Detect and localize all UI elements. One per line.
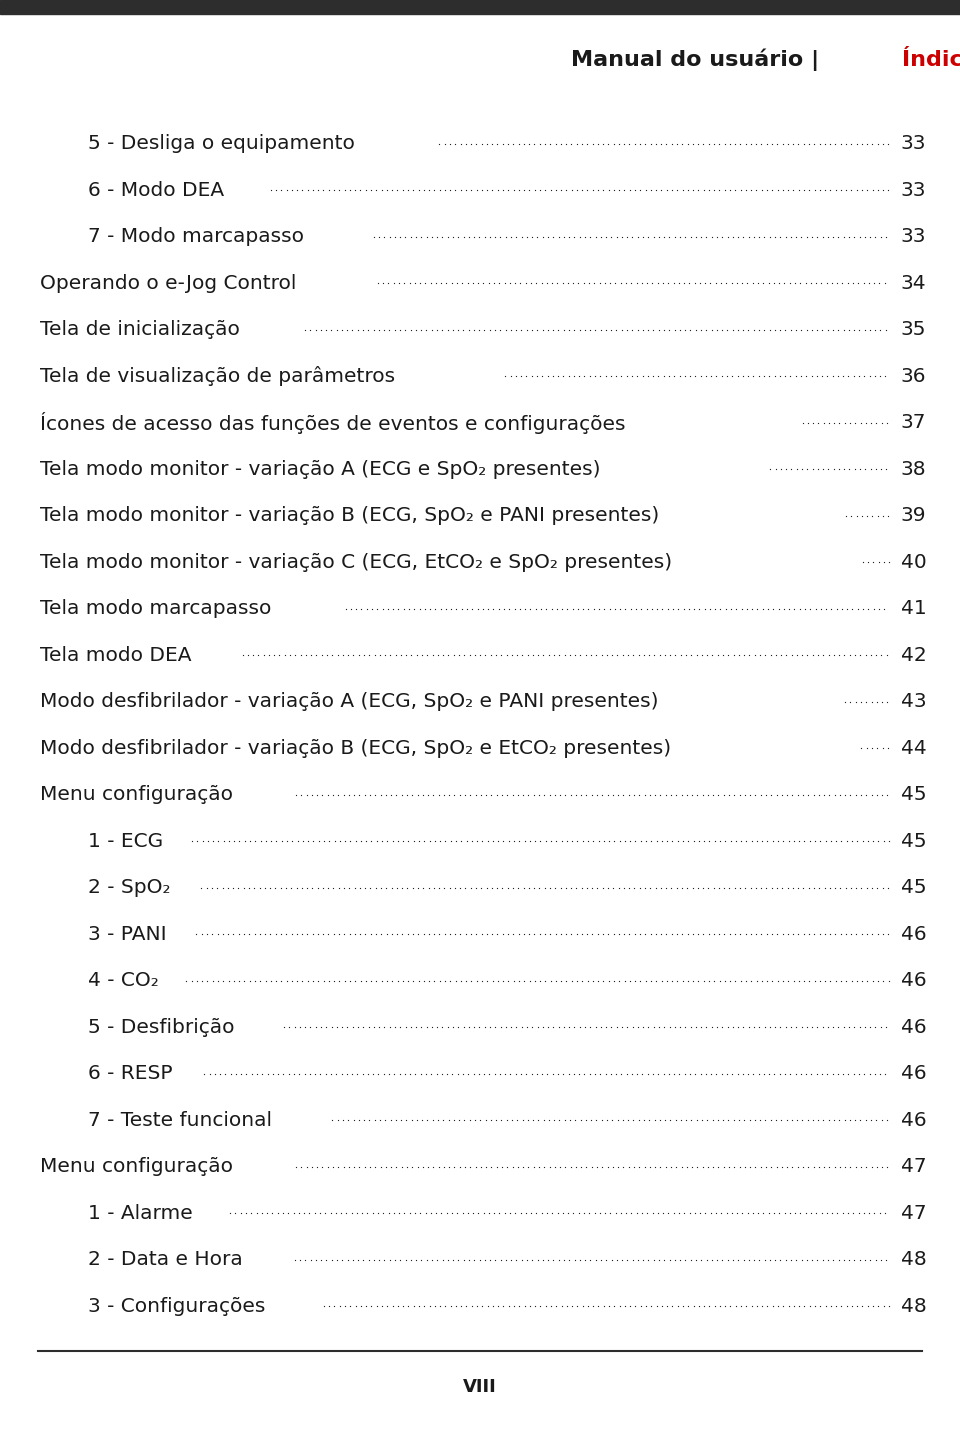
Text: Menu configuração: Menu configuração	[40, 786, 233, 804]
Text: 44: 44	[900, 739, 926, 757]
Text: 46: 46	[900, 925, 926, 944]
Text: Modo desfibrilador - variação A (ECG, SpO₂ e PANI presentes): Modo desfibrilador - variação A (ECG, Sp…	[40, 693, 659, 711]
Text: 46: 46	[900, 971, 926, 989]
Text: 45: 45	[900, 878, 926, 898]
Text: 34: 34	[900, 274, 926, 293]
Text: 46: 46	[900, 1110, 926, 1130]
Text: 48: 48	[900, 1296, 926, 1315]
Text: Tela de visualização de parâmetros: Tela de visualização de parâmetros	[40, 366, 396, 386]
Text: Tela modo marcapasso: Tela modo marcapasso	[40, 599, 272, 618]
Text: 46: 46	[900, 1064, 926, 1083]
Text: 48: 48	[900, 1250, 926, 1269]
Text: Índice: Índice	[901, 50, 960, 70]
Text: 1 - ECG: 1 - ECG	[88, 832, 163, 850]
Text: 35: 35	[900, 320, 926, 340]
Text: 5 - Desfibrição: 5 - Desfibrição	[88, 1018, 235, 1037]
Text: 5 - Desliga o equipamento: 5 - Desliga o equipamento	[88, 135, 355, 153]
Text: Tela modo monitor - variação A (ECG e SpO₂ presentes): Tela modo monitor - variação A (ECG e Sp…	[40, 460, 601, 479]
Text: Modo desfibrilador - variação B (ECG, SpO₂ e EtCO₂ presentes): Modo desfibrilador - variação B (ECG, Sp…	[40, 739, 671, 757]
Text: 4 - CO₂: 4 - CO₂	[88, 971, 159, 989]
Text: 1 - Alarme: 1 - Alarme	[88, 1203, 193, 1223]
Text: VIII: VIII	[463, 1378, 497, 1395]
Text: 6 - Modo DEA: 6 - Modo DEA	[88, 181, 225, 199]
Text: 47: 47	[900, 1203, 926, 1223]
Text: Tela modo monitor - variação B (ECG, SpO₂ e PANI presentes): Tela modo monitor - variação B (ECG, SpO…	[40, 506, 660, 525]
Text: 33: 33	[900, 227, 926, 247]
Text: Manual do usuário |: Manual do usuário |	[571, 49, 828, 72]
Text: 36: 36	[900, 367, 926, 386]
Text: 41: 41	[900, 599, 926, 618]
Text: Ícones de acesso das funções de eventos e configurações: Ícones de acesso das funções de eventos …	[40, 412, 626, 433]
Text: 43: 43	[900, 693, 926, 711]
Text: Tela de inicialização: Tela de inicialização	[40, 320, 240, 340]
Text: 2 - Data e Hora: 2 - Data e Hora	[88, 1250, 243, 1269]
Text: 47: 47	[900, 1157, 926, 1176]
Text: 42: 42	[900, 645, 926, 664]
Text: 33: 33	[900, 181, 926, 199]
Text: 45: 45	[900, 786, 926, 804]
Text: 46: 46	[900, 1018, 926, 1037]
Bar	[0, 0, 960, 14]
Text: 7 - Modo marcapasso: 7 - Modo marcapasso	[88, 227, 304, 247]
Text: 6 - RESP: 6 - RESP	[88, 1064, 173, 1083]
Text: 39: 39	[900, 506, 926, 525]
Text: 38: 38	[900, 460, 926, 479]
Text: Menu configuração: Menu configuração	[40, 1157, 233, 1176]
Text: 40: 40	[900, 552, 926, 572]
Text: 7 - Teste funcional: 7 - Teste funcional	[88, 1110, 273, 1130]
Text: 37: 37	[900, 413, 926, 432]
Text: 33: 33	[900, 135, 926, 153]
Text: Tela modo DEA: Tela modo DEA	[40, 645, 192, 664]
Text: Tela modo monitor - variação C (ECG, EtCO₂ e SpO₂ presentes): Tela modo monitor - variação C (ECG, EtC…	[40, 552, 672, 572]
Text: 3 - PANI: 3 - PANI	[88, 925, 167, 944]
Text: Operando o e-Jog Control: Operando o e-Jog Control	[40, 274, 297, 293]
Text: 45: 45	[900, 832, 926, 850]
Text: 3 - Configurações: 3 - Configurações	[88, 1296, 266, 1315]
Text: 2 - SpO₂: 2 - SpO₂	[88, 878, 171, 898]
